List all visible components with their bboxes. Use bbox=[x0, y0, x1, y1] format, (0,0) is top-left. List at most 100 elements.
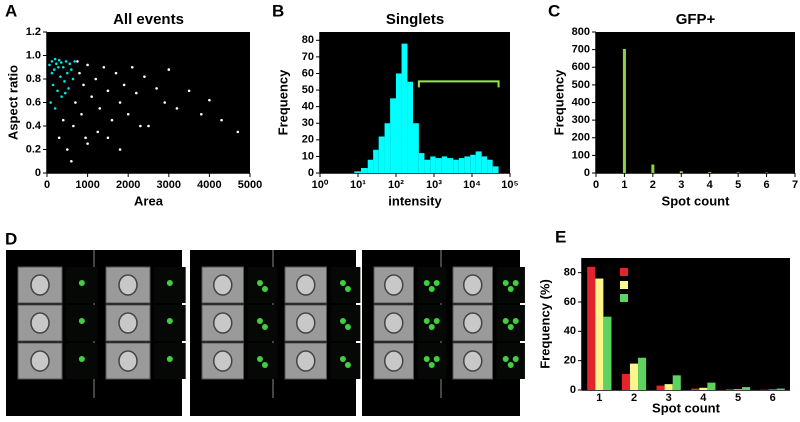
bar bbox=[621, 373, 630, 390]
yfp-spot bbox=[428, 286, 435, 292]
yfp-spot bbox=[433, 318, 440, 324]
panel-label: C bbox=[548, 1, 560, 20]
point bbox=[72, 124, 75, 128]
x-tick-label: 10² bbox=[388, 179, 404, 191]
x-tick-label: 4 bbox=[707, 179, 714, 191]
histogram-bar bbox=[435, 158, 442, 173]
point bbox=[63, 80, 66, 83]
y-tick-label: 80 bbox=[564, 267, 576, 279]
x-tick-label: 6 bbox=[770, 392, 776, 404]
point bbox=[74, 101, 77, 104]
y-tick-label: 700 bbox=[572, 44, 590, 56]
yfp-spot bbox=[507, 286, 514, 292]
yfp-spot bbox=[433, 356, 440, 362]
value-label: 3 bbox=[735, 158, 741, 170]
point bbox=[102, 65, 106, 69]
histogram-bar bbox=[470, 154, 476, 173]
cell bbox=[118, 350, 138, 372]
gate-bracket bbox=[417, 80, 500, 88]
histogram-bar bbox=[447, 158, 454, 173]
series-label: singlets bbox=[52, 44, 94, 56]
legend-swatch bbox=[620, 281, 628, 289]
legend-label: MOI = medium (GFP+ = 52.3%) bbox=[634, 280, 771, 291]
point bbox=[94, 77, 98, 81]
point bbox=[53, 57, 57, 61]
panel-label: D bbox=[5, 229, 17, 248]
x-tick-label: 3 bbox=[666, 392, 672, 404]
cell bbox=[213, 274, 233, 296]
x-tick-label: 5000 bbox=[238, 179, 262, 191]
y-tick-label: 0.2 bbox=[26, 143, 41, 155]
y-tick-label: 40 bbox=[302, 101, 314, 113]
y-tick-label: 1.2 bbox=[26, 26, 41, 38]
yfp-spot bbox=[428, 362, 435, 368]
cell bbox=[296, 274, 316, 296]
histogram-bar bbox=[396, 73, 402, 173]
plot-area bbox=[582, 258, 790, 390]
column-header: YFP bbox=[324, 253, 343, 264]
point bbox=[61, 65, 65, 69]
group-caption: Single spots bbox=[55, 399, 132, 414]
y-tick-label: 400 bbox=[572, 96, 590, 108]
yfp-image bbox=[417, 343, 446, 379]
point bbox=[71, 77, 75, 81]
yfp-spot bbox=[344, 324, 351, 330]
yfp-spot bbox=[502, 356, 509, 362]
y-tick-label: 500 bbox=[572, 79, 590, 91]
cell bbox=[463, 274, 483, 296]
plot-area bbox=[47, 32, 250, 173]
y-tick-label: 50 bbox=[302, 84, 314, 96]
x-tick-label: 2 bbox=[650, 179, 656, 191]
point bbox=[147, 124, 150, 128]
bar bbox=[691, 388, 700, 390]
point bbox=[60, 95, 63, 98]
yfp-image bbox=[496, 305, 525, 341]
y-tick-label: 30 bbox=[302, 117, 314, 129]
panel-label: B bbox=[272, 1, 284, 20]
column-header: YFP bbox=[410, 253, 429, 264]
bar bbox=[742, 387, 751, 390]
chart-title: GFP+ bbox=[676, 11, 716, 28]
y-tick-label: 20 bbox=[302, 134, 314, 146]
y-tick-label: 20 bbox=[564, 355, 576, 367]
x-axis-title: Area bbox=[134, 193, 164, 208]
yfp-spot bbox=[502, 318, 509, 324]
column-header: brightfield bbox=[362, 253, 409, 264]
point bbox=[118, 101, 122, 104]
point bbox=[82, 83, 85, 87]
y-tick-label: 80 bbox=[302, 34, 314, 46]
yfp-image bbox=[417, 267, 446, 303]
yfp-spot bbox=[261, 286, 268, 292]
cell bbox=[384, 312, 404, 334]
x-tick-label: 10¹ bbox=[350, 179, 366, 191]
x-tick-label: 5 bbox=[735, 392, 741, 404]
histogram-bar bbox=[384, 123, 391, 173]
point bbox=[67, 87, 70, 90]
histogram-bar bbox=[441, 156, 448, 173]
x-tick-label: 2 bbox=[631, 392, 637, 404]
x-axis-title: Spot count bbox=[652, 400, 721, 415]
legend-label: MOI = high (GFP+ = 87.7%) bbox=[634, 293, 755, 304]
cell bbox=[463, 312, 483, 334]
histogram-bar bbox=[412, 123, 419, 173]
point bbox=[106, 136, 110, 140]
x-tick-label: 3000 bbox=[157, 179, 181, 191]
point bbox=[63, 91, 67, 95]
point bbox=[57, 136, 61, 140]
value-label: 2 bbox=[764, 159, 770, 171]
point bbox=[167, 68, 171, 71]
histogram-bar bbox=[487, 159, 493, 173]
yfp-spot bbox=[339, 356, 346, 362]
y-tick-label: 0.8 bbox=[26, 73, 41, 85]
group-caption: Three or more spots bbox=[378, 399, 504, 414]
bar bbox=[603, 316, 612, 390]
column-header: brightfield bbox=[441, 253, 488, 264]
cell bbox=[384, 350, 404, 372]
point bbox=[163, 101, 167, 104]
x-axis-title: Spot count bbox=[662, 193, 731, 208]
x-tick-label: 1 bbox=[621, 179, 627, 191]
point bbox=[80, 112, 83, 116]
yfp-spot bbox=[78, 280, 85, 286]
cell bbox=[30, 312, 50, 334]
yfp-image bbox=[330, 267, 361, 303]
